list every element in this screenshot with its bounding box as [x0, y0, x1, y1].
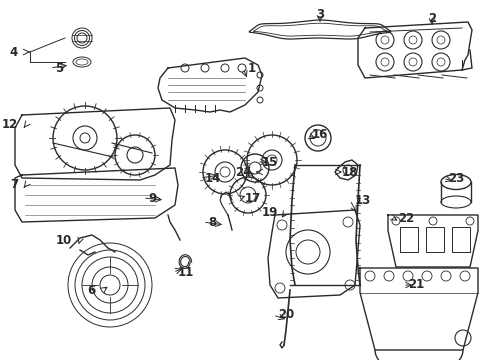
Text: 7: 7 [10, 179, 18, 192]
Text: 1: 1 [247, 62, 256, 75]
Text: 9: 9 [148, 192, 156, 204]
Text: 15: 15 [262, 156, 278, 168]
Text: 24: 24 [235, 166, 251, 179]
Text: 21: 21 [407, 279, 424, 292]
Text: 23: 23 [447, 171, 463, 184]
Text: 6: 6 [86, 284, 95, 297]
Bar [399, 227, 417, 252]
Text: 10: 10 [56, 234, 72, 247]
Text: 5: 5 [55, 62, 63, 75]
Text: 16: 16 [311, 129, 328, 141]
Text: 8: 8 [207, 216, 216, 229]
Bar [425, 227, 443, 252]
Text: 2: 2 [427, 12, 435, 24]
Text: 14: 14 [204, 171, 221, 184]
Text: 17: 17 [244, 192, 261, 204]
Text: 3: 3 [315, 9, 324, 22]
Text: 19: 19 [261, 206, 278, 219]
Text: 4: 4 [10, 45, 18, 58]
Text: 18: 18 [341, 166, 358, 179]
Text: 13: 13 [354, 194, 370, 207]
Text: 11: 11 [178, 266, 194, 279]
Text: 20: 20 [278, 309, 294, 321]
Text: 22: 22 [397, 211, 413, 225]
Bar [451, 227, 469, 252]
Text: 12: 12 [2, 118, 18, 131]
